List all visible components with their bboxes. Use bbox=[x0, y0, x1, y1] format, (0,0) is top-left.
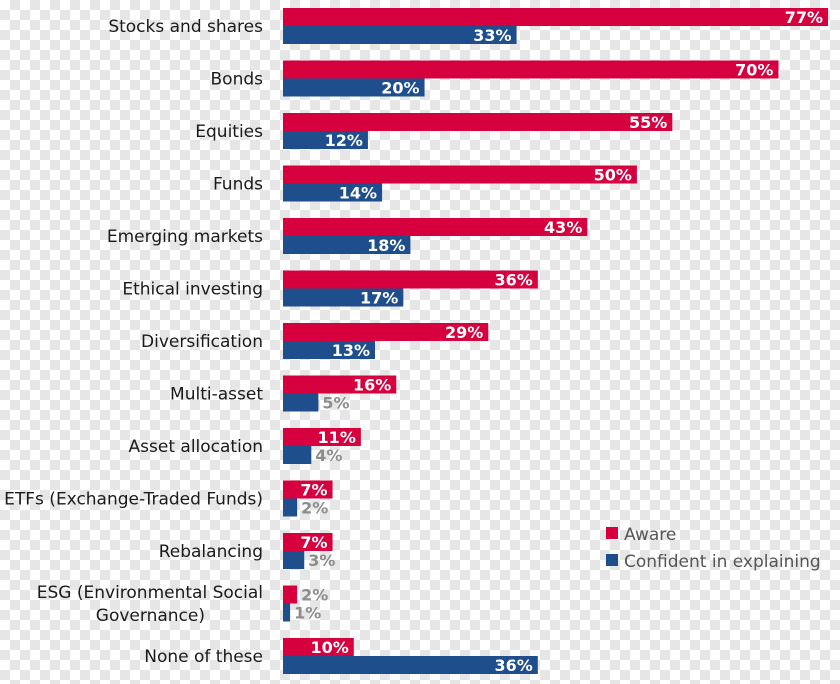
bars-group: 77% 33% 70% 20% 55% 12% 50% 14% 43% 18% 36% 17% 29% 1… bbox=[283, 8, 828, 675]
bar-value-label: 3% bbox=[308, 551, 335, 570]
category-label: Diversification bbox=[141, 332, 263, 352]
bar-confident-7 bbox=[283, 393, 319, 412]
bar-value-label: 18% bbox=[367, 236, 405, 255]
category-label: Rebalancing bbox=[159, 542, 263, 562]
bar-aware-4 bbox=[283, 218, 588, 236]
bar-value-label: 77% bbox=[785, 8, 823, 27]
bar-confident-12 bbox=[283, 656, 538, 674]
bar-value-label: 4% bbox=[315, 446, 342, 465]
bar-value-label: 12% bbox=[325, 131, 363, 150]
bar-value-label: 36% bbox=[495, 656, 533, 675]
bar-value-label: 14% bbox=[339, 184, 377, 203]
bar-value-label: 17% bbox=[360, 289, 398, 308]
bar-value-label: 20% bbox=[381, 79, 419, 98]
bar-aware-8 bbox=[283, 428, 361, 446]
category-label: ESG (Environmental Social Governance) bbox=[37, 583, 263, 626]
bar-confident-5 bbox=[283, 288, 404, 307]
bar-value-label: 70% bbox=[735, 61, 773, 80]
bar-aware-6 bbox=[283, 323, 489, 341]
bar-confident-4 bbox=[283, 236, 411, 254]
bar-aware-11 bbox=[283, 585, 298, 604]
legend-label-confident: Confident in explaining bbox=[624, 552, 821, 572]
legend-swatch-aware bbox=[606, 527, 618, 539]
legend-swatch-confident bbox=[606, 554, 618, 566]
bar-value-label: 5% bbox=[322, 394, 349, 413]
category-label: Funds bbox=[213, 175, 263, 195]
bar-value-label: 7% bbox=[300, 481, 327, 500]
bar-aware-12 bbox=[283, 638, 354, 656]
bar-value-label: 50% bbox=[594, 166, 632, 185]
bar-confident-8 bbox=[283, 446, 312, 464]
bar-aware-7 bbox=[283, 375, 397, 394]
bar-confident-0 bbox=[283, 26, 517, 44]
category-label: Bonds bbox=[211, 70, 264, 90]
bar-aware-2 bbox=[283, 113, 673, 131]
bar-value-label: 1% bbox=[294, 604, 321, 623]
bar-value-label: 10% bbox=[310, 638, 348, 657]
bar-confident-1 bbox=[283, 78, 425, 97]
bar-confident-11 bbox=[283, 603, 291, 622]
category-label: Asset allocation bbox=[129, 437, 263, 457]
category-label: ETFs (Exchange-Traded Funds) bbox=[4, 490, 263, 510]
legend: Aware Confident in explaining bbox=[606, 525, 821, 572]
bar-aware-3 bbox=[283, 165, 637, 184]
bar-value-label: 13% bbox=[332, 341, 370, 360]
category-label: Equities bbox=[195, 122, 263, 142]
bar-value-label: 36% bbox=[495, 271, 533, 290]
category-label: None of these bbox=[144, 647, 263, 667]
bar-value-label: 29% bbox=[445, 323, 483, 342]
bar-value-label: 55% bbox=[629, 113, 667, 132]
bar-confident-3 bbox=[283, 183, 383, 202]
bar-aware-1 bbox=[283, 60, 779, 79]
bar-confident-10 bbox=[283, 551, 305, 569]
bar-aware-10 bbox=[283, 533, 333, 551]
bar-aware-0 bbox=[283, 8, 828, 26]
bar-value-label: 43% bbox=[544, 218, 582, 237]
category-label: Ethical investing bbox=[122, 280, 263, 300]
bar-value-label: 11% bbox=[318, 428, 356, 447]
bar-confident-6 bbox=[283, 341, 376, 359]
bar-value-label: 33% bbox=[473, 26, 511, 45]
bar-value-label: 16% bbox=[353, 376, 391, 395]
category-label: Emerging markets bbox=[107, 227, 263, 247]
bar-value-label: 7% bbox=[300, 533, 327, 552]
legend-label-aware: Aware bbox=[624, 525, 676, 545]
bar-confident-9 bbox=[283, 498, 298, 517]
bar-aware-5 bbox=[283, 270, 538, 289]
bar-confident-2 bbox=[283, 131, 368, 149]
bar-value-label: 2% bbox=[301, 499, 328, 518]
bar-aware-9 bbox=[283, 480, 333, 499]
bar-value-label: 2% bbox=[301, 586, 328, 605]
category-label: Multi-asset bbox=[170, 385, 263, 405]
category-labels-group: Stocks and shares Bonds Equities Funds Emerg… bbox=[4, 17, 263, 667]
category-label: Stocks and shares bbox=[108, 17, 263, 37]
